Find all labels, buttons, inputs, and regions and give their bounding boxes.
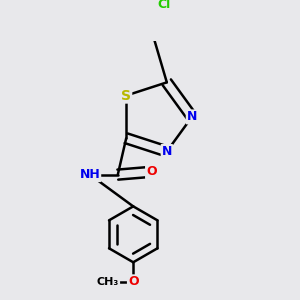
Text: NH: NH <box>80 168 100 181</box>
Text: Cl: Cl <box>158 0 171 11</box>
Text: N: N <box>187 110 197 123</box>
Text: CH₃: CH₃ <box>97 277 119 287</box>
Text: S: S <box>121 88 131 103</box>
Text: O: O <box>146 165 157 178</box>
Text: O: O <box>128 275 139 288</box>
Text: N: N <box>162 145 172 158</box>
